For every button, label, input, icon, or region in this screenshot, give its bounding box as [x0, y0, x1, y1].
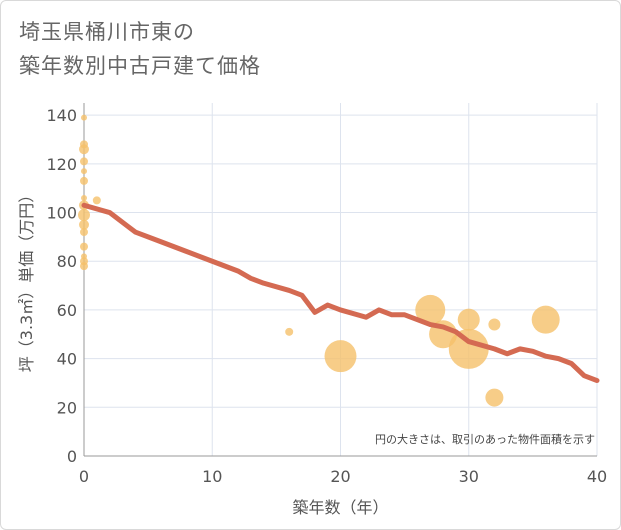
chart-title: 埼玉県桶川市東の 築年数別中古戸建て価格 — [19, 15, 261, 83]
y-tick-label: 80 — [57, 252, 77, 271]
size-note: 円の大きさは、取引のあった物件面積を示す — [375, 432, 595, 446]
data-point — [81, 194, 87, 201]
data-point — [78, 208, 90, 221]
x-tick-label: 0 — [79, 467, 89, 486]
data-point — [92, 196, 101, 205]
data-point — [80, 262, 88, 271]
x-tick-label: 40 — [587, 467, 607, 486]
bubble-layer — [78, 114, 560, 407]
grid-lines — [83, 103, 598, 457]
y-tick-label: 20 — [57, 398, 77, 417]
y-tick-label: 60 — [57, 301, 77, 320]
y-axis-label: 坪（3.3㎡）単価（万円） — [17, 187, 36, 372]
title-line-1: 埼玉県桶川市東の — [19, 20, 195, 44]
title-line-2: 築年数別中古戸建て価格 — [19, 54, 261, 78]
x-axis-label: 築年数（年） — [292, 498, 388, 517]
trend-line — [81, 202, 600, 384]
data-point — [81, 114, 87, 121]
data-point — [531, 305, 560, 334]
data-point — [488, 318, 501, 331]
x-tick-label: 20 — [330, 467, 350, 486]
y-tick-label: 40 — [57, 350, 77, 369]
data-point — [324, 340, 357, 373]
trend-layer — [81, 202, 600, 384]
tick-labels: 0 20 40 60 80 100 120 140 0 10 20 30 40 — [46, 106, 607, 486]
y-tick-label: 0 — [67, 447, 77, 466]
data-point — [80, 157, 88, 166]
data-point — [485, 388, 504, 407]
data-point — [79, 219, 89, 230]
data-point — [80, 176, 88, 185]
data-point — [448, 328, 489, 369]
data-point — [80, 228, 88, 237]
x-tick-label: 10 — [202, 467, 222, 486]
x-tick-label: 30 — [459, 467, 479, 486]
data-point — [285, 327, 294, 336]
data-point — [80, 242, 88, 251]
y-tick-label: 120 — [46, 155, 77, 174]
data-point — [457, 308, 480, 331]
y-tick-label: 100 — [46, 204, 77, 223]
data-point — [79, 144, 89, 155]
data-point — [81, 168, 87, 175]
data-point — [415, 294, 446, 325]
y-tick-label: 140 — [46, 106, 77, 125]
